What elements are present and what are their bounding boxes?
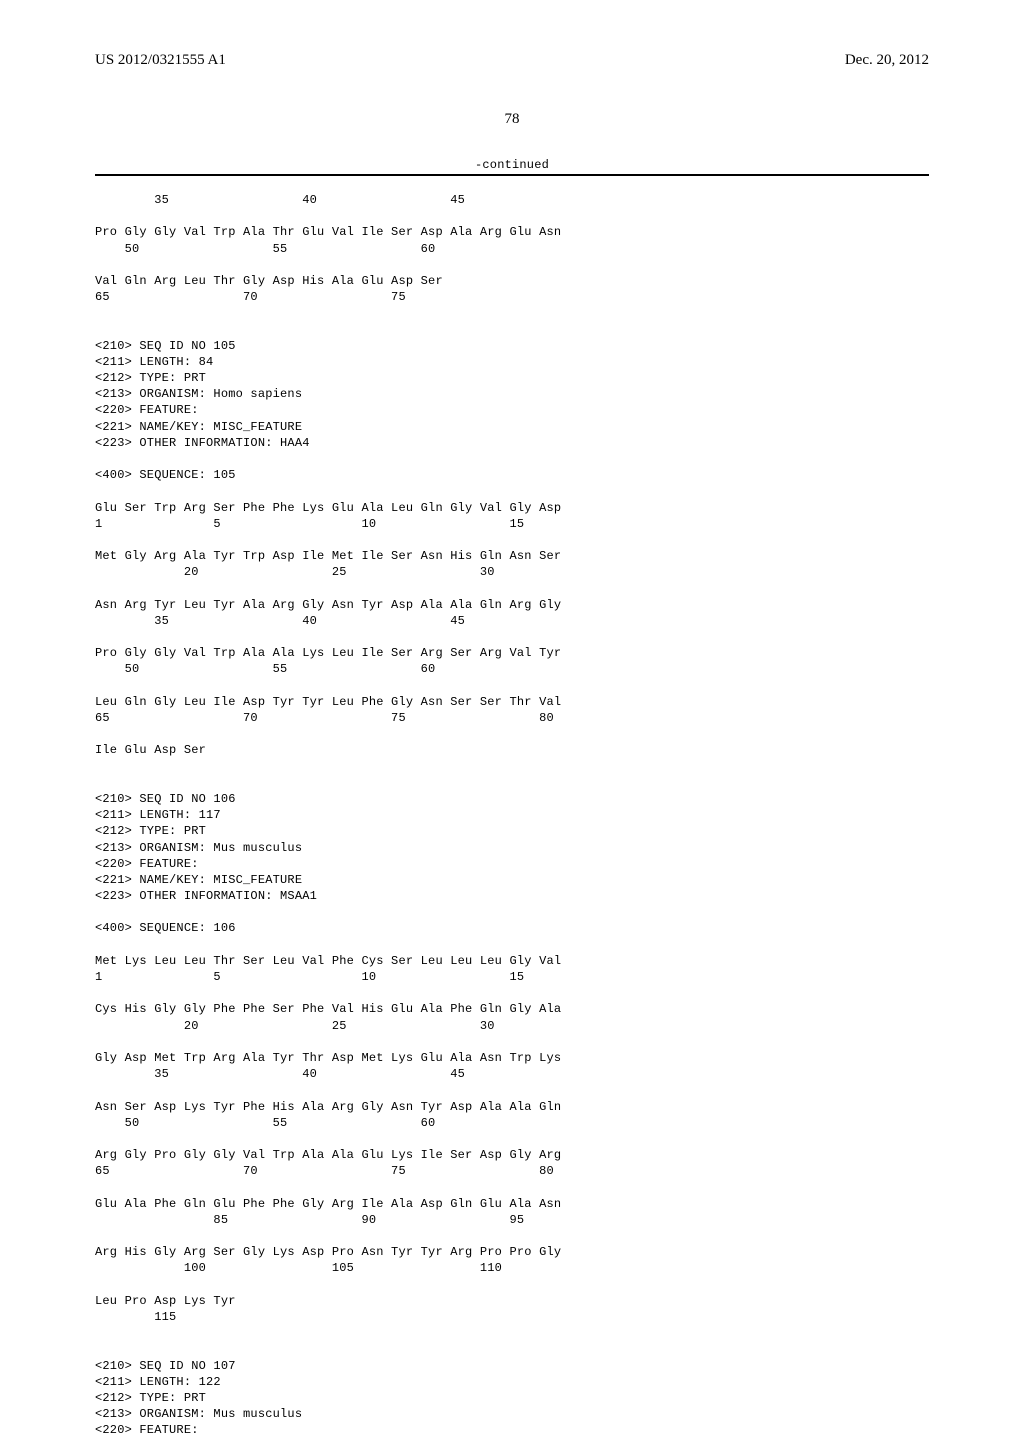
publication-date: Dec. 20, 2012 bbox=[845, 52, 929, 69]
sequence-listing: 35 40 45 Pro Gly Gly Val Trp Ala Thr Glu… bbox=[95, 192, 929, 1438]
page-header: US 2012/0321555 A1 Dec. 20, 2012 bbox=[95, 52, 929, 69]
continued-wrapper: -continued bbox=[95, 158, 929, 172]
horizontal-rule bbox=[95, 174, 929, 176]
publication-number: US 2012/0321555 A1 bbox=[95, 52, 226, 69]
page-container: US 2012/0321555 A1 Dec. 20, 2012 78 -con… bbox=[0, 0, 1024, 1320]
continued-label: -continued bbox=[95, 158, 929, 172]
page-number: 78 bbox=[95, 111, 929, 128]
